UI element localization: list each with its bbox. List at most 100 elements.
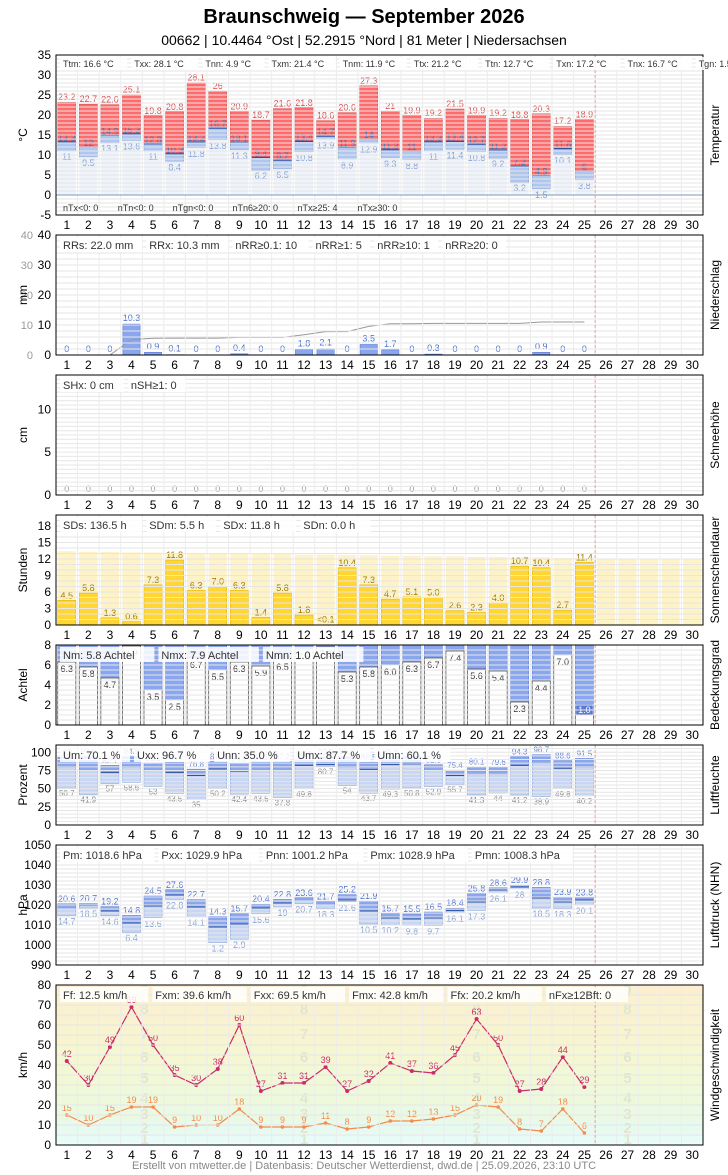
data-label-min: 38.9	[533, 798, 549, 807]
data-label-min: 17.3	[468, 911, 486, 921]
x-tick-label: 26	[599, 968, 613, 982]
pressure-upper-bar	[316, 901, 335, 906]
data-label-mean: 13.3	[58, 133, 76, 143]
data-label: 0	[194, 484, 199, 494]
data-label-min: 43.5	[167, 794, 183, 803]
data-label: 10.4	[338, 558, 356, 568]
x-tick-label: 25	[578, 728, 592, 742]
stats-box	[339, 57, 407, 70]
data-label: 0	[474, 484, 479, 494]
data-label-mean: 12	[407, 1109, 417, 1119]
data-label-min: 10.2	[382, 926, 400, 936]
data-label: 6.3	[233, 664, 246, 674]
beaufort-label: 8	[623, 1001, 631, 1018]
data-label-mean: 18	[234, 1097, 244, 1107]
y-tick-label: 12	[38, 552, 52, 566]
pressure-lower-bar	[402, 918, 422, 926]
y-tick-label: 8	[44, 638, 51, 652]
data-label-gust: 27	[342, 1079, 352, 1089]
data-label-max: 19.9	[468, 105, 486, 115]
data-label-max: 20.6	[58, 894, 76, 904]
wind-mean-point	[410, 1119, 414, 1123]
data-label-max: 20.3	[532, 104, 550, 114]
data-label-max: 14.8	[123, 905, 141, 915]
temp-min-fill	[143, 151, 163, 195]
x-tick-label: 6	[171, 498, 178, 512]
temp-min-fill	[445, 149, 465, 195]
x-tick-label: 29	[664, 828, 678, 842]
data-label: 10.7	[511, 556, 529, 566]
data-label-gust: 50	[493, 1033, 503, 1043]
humidity-upper-bar	[424, 764, 443, 771]
y-tick-label: 25	[38, 800, 52, 814]
stats-box	[349, 987, 444, 1002]
x-tick-label: 21	[491, 828, 505, 842]
x-tick-label: 7	[193, 628, 200, 642]
stats-text: Tgn: 1.5 °C	[699, 59, 728, 69]
stats-text: Fxm: 39.6 km/h	[155, 990, 231, 1002]
x-tick-label: 22	[513, 728, 527, 742]
x-tick-label: 30	[686, 218, 700, 232]
data-label-min: 11.8	[188, 149, 205, 159]
data-label: 5.8	[362, 669, 375, 679]
x-tick-label: 20	[470, 1148, 484, 1162]
data-label-min: 10.1	[554, 156, 572, 166]
temp-mean-bar	[337, 147, 357, 160]
data-label-min: 26.1	[489, 894, 507, 904]
y-tick-label: -5	[40, 208, 51, 222]
x-tick-label: 15	[362, 1148, 376, 1162]
y-tick-label: 5	[44, 168, 51, 182]
humidity-lower-bar	[208, 768, 228, 789]
x-tick-label: 2	[85, 1148, 92, 1162]
x-tick-label: 29	[664, 498, 678, 512]
wind-gust-point	[582, 1085, 587, 1089]
plot-frame	[55, 374, 704, 496]
x-tick-label: 9	[236, 498, 243, 512]
y-tick-label: 3	[44, 602, 51, 616]
y-axis-label: Prozent	[16, 764, 30, 806]
data-label-min: 54	[343, 787, 352, 796]
cloud-clear-part	[488, 644, 508, 672]
x-tick-label: 5	[150, 498, 157, 512]
plot-frame	[55, 844, 704, 966]
y-tick-label: 1010	[24, 918, 51, 932]
x-tick-label: 14	[340, 358, 354, 372]
y-tick-label: 0	[44, 488, 51, 502]
data-label-min: 41.3	[469, 796, 485, 805]
x-tick-label: 7	[193, 968, 200, 982]
data-label-gust: 42	[62, 1049, 72, 1059]
data-label-gust: 37	[407, 1059, 417, 1069]
data-label-mean: 19	[493, 1095, 503, 1105]
x-tick-label: 16	[384, 218, 398, 232]
data-label-max: 22.8	[274, 889, 292, 899]
data-label-mean: 15	[105, 1103, 115, 1113]
x-tick-label: 8	[214, 1148, 221, 1162]
stats-box	[262, 847, 364, 862]
data-label: 0	[345, 484, 350, 494]
beaufort-label: 8	[140, 1001, 148, 1018]
pressure-lower-bar	[122, 922, 141, 933]
pressure-lower-bar	[316, 904, 335, 909]
x-tick-label: 26	[599, 728, 613, 742]
x-tick-label: 28	[642, 358, 656, 372]
data-label-min: 11	[148, 152, 157, 162]
x-tick-label: 13	[319, 828, 333, 842]
data-label-max: 19.9	[403, 105, 421, 115]
data-label: 0.9	[147, 341, 160, 351]
data-label-min: 9.3	[384, 159, 397, 169]
stats-text: Tnx: 16.7 °C	[628, 59, 679, 69]
data-label: 1.8	[298, 605, 311, 615]
x-tick-label: 2	[85, 728, 92, 742]
y-tick-label: 15	[38, 128, 52, 142]
temp-min-fill	[122, 140, 141, 195]
x-tick-label: 29	[664, 628, 678, 642]
data-label: 0.6	[125, 612, 138, 622]
x-tick-label: 17	[405, 1148, 419, 1162]
x-tick-label: 8	[214, 828, 221, 842]
x-tick-label: 8	[214, 968, 221, 982]
x-tick-label: 16	[384, 728, 398, 742]
beaufort-label: 1	[140, 1131, 148, 1148]
y-tick-label: 40	[38, 228, 52, 242]
humidity-upper-bar	[510, 756, 529, 766]
x-tick-label: 6	[171, 218, 178, 232]
